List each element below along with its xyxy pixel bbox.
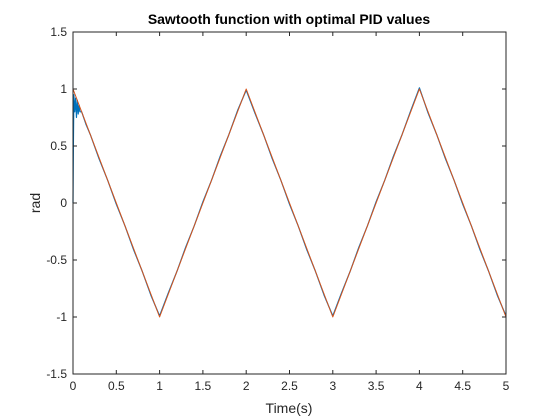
x-tick-label: 0: [70, 379, 77, 393]
y-tick-label: -1.5: [46, 367, 67, 381]
x-tick-label: 5: [503, 379, 510, 393]
chart-title: Sawtooth function with optimal PID value…: [148, 11, 431, 27]
plot-area: 0 0.5 1 1.5 2 2.5 3 3.5 4 4.5 5 -1.5 -1 -0.5 0 0.5 1 1.5: [46, 25, 509, 393]
x-tick-label: 4.5: [454, 379, 471, 393]
y-tick-label: -1: [56, 310, 67, 324]
y-tick-label: 1.5: [50, 25, 67, 39]
x-axis-label: Time(s): [266, 400, 313, 416]
x-tick-label: 2.5: [281, 379, 298, 393]
y-axis: -1.5 -1 -0.5 0 0.5 1 1.5: [46, 25, 506, 381]
x-axis: 0 0.5 1 1.5 2 2.5 3 3.5 4 4.5 5: [70, 32, 510, 393]
x-tick-label: 3: [329, 379, 336, 393]
x-tick-label: 0.5: [108, 379, 125, 393]
x-tick-label: 1.5: [195, 379, 212, 393]
y-tick-label: -0.5: [46, 253, 67, 267]
x-tick-label: 3.5: [368, 379, 385, 393]
series-line-sawtooth-reference: [72, 88, 507, 318]
y-axis-label: rad: [27, 193, 43, 213]
series-layer: [72, 87, 507, 318]
x-tick-label: 2: [243, 379, 250, 393]
y-tick-label: 1: [60, 82, 67, 96]
y-tick-label: 0.5: [50, 139, 67, 153]
y-tick-label: 0: [60, 196, 67, 210]
x-tick-label: 1: [156, 379, 163, 393]
x-tick-label: 4: [416, 379, 423, 393]
